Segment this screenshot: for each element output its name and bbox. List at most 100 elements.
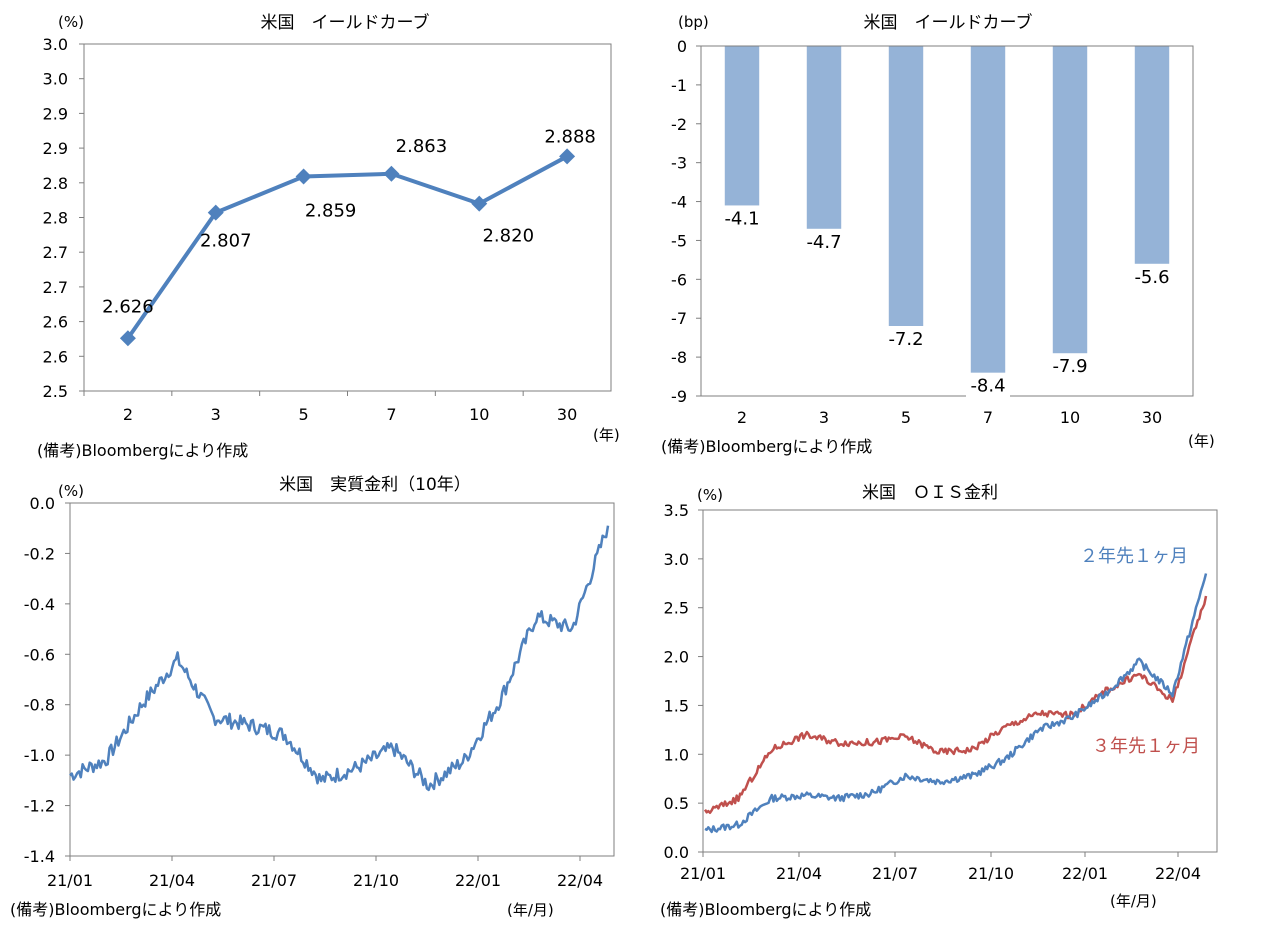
chart1-point-marker xyxy=(207,204,224,221)
chart4-x-tick-label: 21/10 xyxy=(968,864,1014,883)
chart-yield-curve-line: 米国 イールドカーブ (%) 3.0 3.0 2.9 2.9 2.8 2.8 2.7 2.7 2… xyxy=(37,12,620,460)
chart3-y-tick-label: -0.2 xyxy=(24,544,55,563)
chart2-data-label-bg xyxy=(966,374,1010,397)
chart2-bar xyxy=(1052,46,1088,354)
chart1-data-label: 2.820 xyxy=(482,226,534,247)
chart1-y-tick-label: 3.0 xyxy=(43,70,68,89)
chart4-x-tick-label: 22/04 xyxy=(1155,864,1201,883)
chart1-y-tick-label: 2.7 xyxy=(43,243,68,262)
chart2-x-tick-label: 5 xyxy=(901,408,911,427)
chart4-title: 米国 ＯＩＳ金利 xyxy=(862,483,998,503)
chart3-x-tick-label: 21/04 xyxy=(149,871,195,890)
chart2-y-tick-label: -2 xyxy=(671,115,687,134)
chart2-plot-frame xyxy=(700,45,1194,397)
chart3-plot-frame xyxy=(69,502,615,857)
chart4-x-axis: 21/01 21/04 21/07 21/10 22/01 22/04 xyxy=(680,852,1201,883)
chart3-y-tick-label: -1.2 xyxy=(24,797,55,816)
chart2-data-label: -7.2 xyxy=(888,329,923,350)
chart2-x-tick-label: 10 xyxy=(1060,408,1080,427)
chart2-data-label-bg xyxy=(720,207,764,230)
chart2-y-tick-label: 0 xyxy=(677,37,687,56)
chart3-x-tick-label: 21/10 xyxy=(353,871,399,890)
chart2-x-tick-label: 3 xyxy=(819,408,829,427)
chart2-y-tick-label: -6 xyxy=(671,270,687,289)
chart4-y-tick-label: 1.0 xyxy=(664,745,689,764)
chart2-y-tick-label: -5 xyxy=(671,231,687,250)
chart1-point-marker xyxy=(119,330,136,347)
chart4-y-tick-label: 2.0 xyxy=(664,648,689,667)
chart3-unit-label: (%) xyxy=(58,482,84,500)
chart2-y-tick-label: -3 xyxy=(671,154,687,173)
chart2-data-label-bg xyxy=(802,230,846,253)
chart2-data-label: -5.6 xyxy=(1134,267,1169,288)
chart3-x-tick-label: 21/01 xyxy=(47,871,93,890)
chart4-legend-3y-forward: ３年先１ヶ月 xyxy=(1092,736,1200,757)
chart4-source-note: (備考)Bloombergにより作成 xyxy=(660,900,871,919)
chart4-x-tick-label: 22/01 xyxy=(1062,864,1108,883)
chart4-x-tick-label: 21/01 xyxy=(680,864,726,883)
chart1-x-tick-label: 3 xyxy=(211,405,221,424)
chart2-y-tick-label: -7 xyxy=(671,309,687,328)
chart1-data-label: 2.863 xyxy=(396,136,448,157)
chart-real-rate: 米国 実質金利（10年） (%) 0.0 -0.2 -0.4 -0.6 -0.8 -1.0… xyxy=(10,475,615,919)
chart2-bar xyxy=(724,46,760,206)
chart1-point-marker xyxy=(295,168,312,185)
chart2-data-label: -4.1 xyxy=(724,208,759,229)
chart1-y-axis: 3.0 3.0 2.9 2.9 2.8 2.8 2.7 2.7 2.6 2.6 2.5 xyxy=(43,35,84,401)
chart3-y-axis: 0.0 -0.2 -0.4 -0.6 -0.8 -1.0 -1.2 -1.4 xyxy=(24,494,70,866)
chart3-y-tick-label: -1.0 xyxy=(24,746,55,765)
chart2-x-axis: 2 3 5 7 10 30 xyxy=(701,45,1193,427)
chart1-x-tick-label: 30 xyxy=(557,405,577,424)
chart2-y-axis: 0 -1 -2 -3 -4 -5 -6 -7 -8 -9 xyxy=(671,37,701,406)
chart2-bar xyxy=(1134,46,1170,264)
chart1-point-marker xyxy=(383,165,400,182)
chart2-bar xyxy=(888,46,924,326)
chart2-data-label-bg xyxy=(1048,355,1092,378)
chart3-x-tick-label: 21/07 xyxy=(251,871,297,890)
chart-yield-curve-bar: 米国 イールドカーブ (bp) 0 -1 -2 -3 -4 -5 -6 -7 -8 -9 -4.1… xyxy=(661,12,1215,456)
chart1-y-tick-label: 3.0 xyxy=(43,35,68,54)
chart4-series xyxy=(703,573,1208,834)
chart2-bar xyxy=(970,46,1006,373)
chart1-title: 米国 イールドカーブ xyxy=(261,12,430,33)
chart3-y-tick-label: -0.4 xyxy=(24,595,55,614)
chart1-y-tick-label: 2.8 xyxy=(43,209,68,228)
chart2-data-label: -8.4 xyxy=(970,376,1005,397)
chart4-legend-2y-forward: ２年先１ヶ月 xyxy=(1080,546,1188,567)
chart2-data-label: -7.9 xyxy=(1052,356,1087,377)
chart1-unit-label: (%) xyxy=(58,13,84,31)
chart4-unit-label: (%) xyxy=(697,486,723,504)
chart1-data-label: 2.859 xyxy=(305,201,357,222)
chart1-x-tick-label: 10 xyxy=(469,405,489,424)
chart3-series xyxy=(69,525,610,792)
chart4-series-line-3y-forward xyxy=(703,595,1208,815)
chart2-title: 米国 イールドカーブ xyxy=(864,12,1033,33)
chart4-y-tick-label: 0.5 xyxy=(664,794,689,813)
chart2-x-axis-title: (年) xyxy=(1188,432,1215,450)
chart2-y-tick-label: -9 xyxy=(671,387,687,406)
chart1-y-tick-label: 2.9 xyxy=(43,139,68,158)
chart3-x-axis-title: (年/月) xyxy=(507,901,554,919)
chart2-x-tick-label: 2 xyxy=(737,408,747,427)
chart1-x-axis-title: (年) xyxy=(593,426,620,444)
chart4-y-tick-label: 3.5 xyxy=(664,501,689,520)
chart4-y-axis: 3.5 3.0 2.5 2.0 1.5 1.0 0.5 0.0 xyxy=(664,501,703,862)
chart1-x-tick-label: 2 xyxy=(123,405,133,424)
chart2-bar xyxy=(806,46,842,229)
chart1-y-tick-label: 2.6 xyxy=(43,347,68,366)
chart4-x-tick-label: 21/04 xyxy=(776,864,822,883)
chart2-x-tick-label: 7 xyxy=(983,408,993,427)
chart1-y-tick-label: 2.8 xyxy=(43,174,68,193)
chart2-y-tick-label: -4 xyxy=(671,193,687,212)
chart4-y-tick-label: 0.0 xyxy=(664,843,689,862)
chart1-data-label: 2.888 xyxy=(544,126,596,147)
chart4-y-tick-label: 2.5 xyxy=(664,599,689,618)
chart1-x-tick-label: 7 xyxy=(386,405,396,424)
chart1-y-tick-label: 2.9 xyxy=(43,104,68,123)
chart1-data-label: 2.807 xyxy=(200,231,252,252)
chart1-series-line xyxy=(126,154,569,340)
chart3-title: 米国 実質金利（10年） xyxy=(279,475,471,495)
chart1-source-note: (備考)Bloombergにより作成 xyxy=(37,441,248,460)
chart4-y-tick-label: 1.5 xyxy=(664,696,689,715)
